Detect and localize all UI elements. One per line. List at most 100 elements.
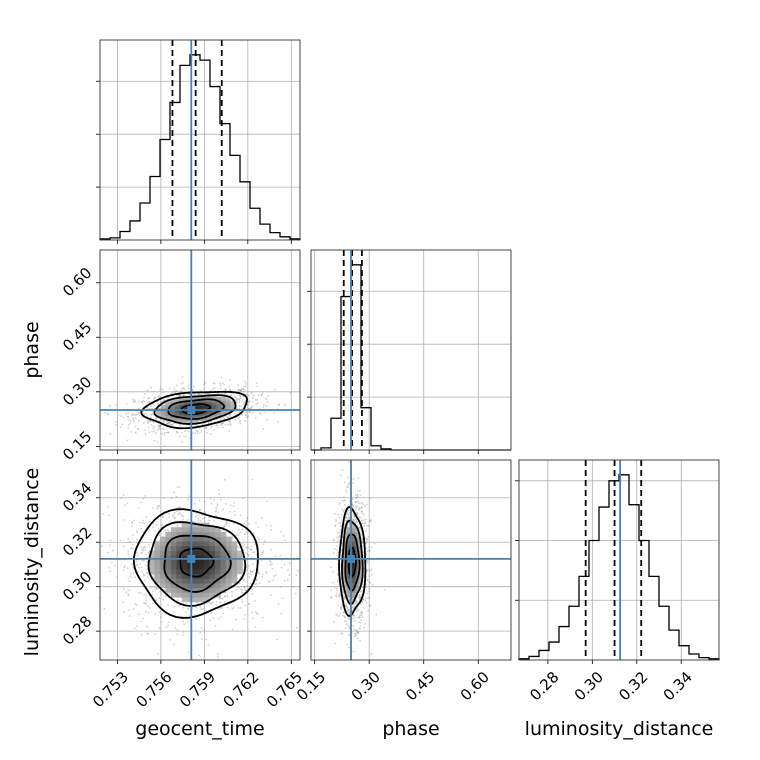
sample-point: [123, 565, 126, 568]
sample-point: [220, 392, 223, 395]
density-cell: [225, 401, 231, 404]
sample-point: [150, 405, 152, 407]
sample-point: [146, 415, 148, 417]
sample-point: [356, 637, 359, 640]
sample-point: [107, 505, 109, 508]
density-cell: [352, 564, 355, 570]
density-cell: [192, 531, 199, 537]
sample-point: [158, 395, 161, 398]
sample-point: [360, 614, 362, 617]
sample-point: [216, 424, 219, 427]
sample-point: [212, 616, 215, 619]
sample-point: [177, 513, 180, 516]
density-cell: [187, 536, 194, 542]
density-cell: [355, 545, 357, 551]
density-cell: [193, 419, 199, 422]
density-cell: [352, 569, 355, 575]
sample-point: [148, 520, 151, 523]
density-cell: [165, 559, 172, 565]
sample-point: [281, 597, 284, 600]
sample-point: [144, 548, 147, 551]
density-cell: [214, 587, 221, 593]
density-cell: [356, 550, 358, 556]
density-cell: [192, 541, 199, 547]
density-cell: [203, 587, 210, 593]
sample-point: [332, 539, 335, 542]
sample-point: [226, 397, 229, 399]
sample-point: [219, 601, 222, 604]
sample-point: [157, 505, 159, 508]
density-cell: [165, 555, 172, 561]
density-cell: [209, 583, 216, 589]
sample-point: [358, 614, 361, 617]
sample-point: [246, 546, 249, 549]
sample-point: [355, 508, 357, 511]
sample-point: [227, 525, 230, 527]
sample-point: [126, 502, 129, 504]
sample-point: [336, 545, 339, 548]
sample-point: [260, 559, 263, 562]
sample-point: [141, 548, 144, 551]
sample-point: [236, 545, 239, 548]
sample-point: [231, 607, 234, 610]
sample-point: [196, 430, 199, 433]
sample-point: [185, 435, 188, 438]
sample-point: [255, 579, 258, 582]
sample-point: [239, 607, 242, 609]
sample-point: [352, 519, 355, 521]
sample-point: [162, 428, 165, 430]
sample-point: [361, 502, 364, 505]
sample-point: [260, 517, 263, 520]
sample-point: [361, 541, 364, 544]
sample-point: [275, 574, 277, 577]
sample-point: [355, 629, 358, 632]
density-cell: [351, 578, 353, 584]
sample-point: [279, 586, 282, 588]
sample-point: [162, 598, 164, 601]
sample-point: [366, 525, 369, 527]
sample-point: [244, 410, 247, 413]
density-cell: [358, 573, 360, 579]
sample-point: [107, 514, 110, 517]
sample-point: [238, 582, 241, 585]
sample-point: [245, 552, 247, 555]
sample-point: [341, 632, 343, 635]
sample-point: [337, 580, 339, 583]
density-cell: [193, 401, 199, 404]
sample-point: [353, 614, 356, 617]
sample-point: [363, 524, 366, 527]
sample-point: [165, 431, 168, 434]
sample-point: [223, 383, 226, 386]
sample-point: [143, 400, 146, 403]
sample-point: [332, 538, 335, 541]
sample-point: [143, 422, 146, 424]
sample-point: [131, 543, 134, 546]
density-cell: [355, 573, 357, 579]
sample-point: [210, 433, 212, 435]
density-cell: [216, 404, 222, 407]
sample-point: [212, 382, 215, 385]
density-cell: [214, 569, 221, 575]
sample-point: [145, 599, 148, 602]
sample-point: [136, 604, 138, 607]
sample-point: [353, 514, 356, 517]
density-cell: [357, 564, 359, 570]
sample-point: [184, 430, 187, 433]
sample-point: [225, 521, 228, 523]
density-cell: [343, 564, 345, 570]
sample-point: [127, 553, 130, 556]
density-cell: [203, 597, 210, 603]
sample-point: [334, 524, 337, 527]
sample-point: [141, 571, 144, 573]
sample-point: [238, 389, 241, 391]
y-tick-label: 0.30: [59, 568, 95, 604]
density-cell: [165, 573, 172, 579]
sample-point: [246, 404, 249, 406]
sample-point: [136, 564, 138, 567]
sample-point: [103, 607, 106, 610]
sample-point: [182, 386, 185, 389]
sample-point: [143, 593, 146, 596]
density-cell: [165, 406, 171, 409]
density-cell: [156, 414, 162, 417]
sample-point: [259, 411, 262, 414]
